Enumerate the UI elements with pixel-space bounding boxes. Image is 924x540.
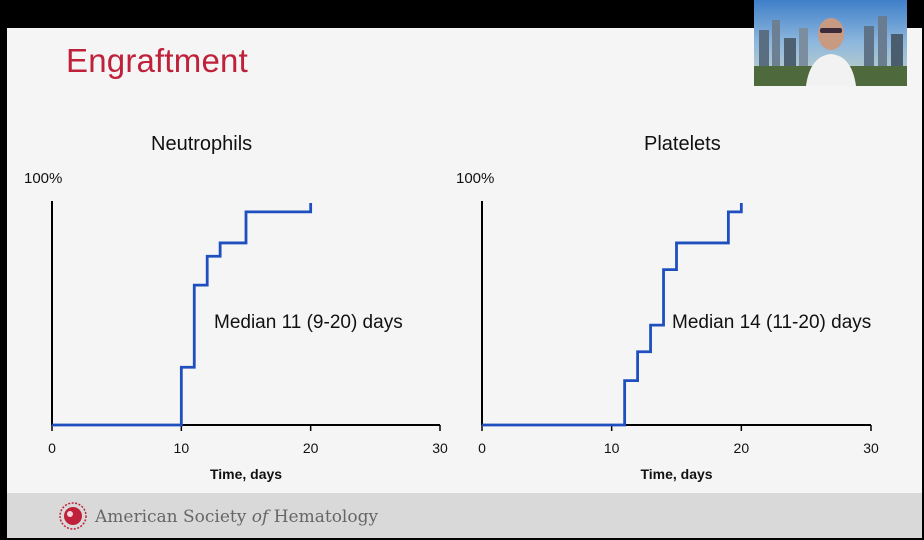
x-tick-label: 10 [174,440,190,456]
x-axis-label: Time, days [210,466,282,482]
ash-logo-icon [59,502,87,530]
series-step-line [482,203,743,427]
x-tick-label: 20 [303,440,319,456]
x-tick-label: 0 [48,440,56,456]
y-top-label-platelets: 100% [456,170,495,187]
chart-title-neutrophils: Neutrophils [151,133,253,155]
y-top-label-neutrophils: 100% [24,170,63,187]
webcam-video-feed [754,0,907,86]
series-step-line [52,203,313,427]
footer-org-name: American Society of Hematology [95,507,379,527]
x-tick-label: 30 [432,440,448,456]
slide-title: Engraftment [66,42,248,79]
x-tick-label: 0 [478,440,486,456]
slide-area [7,28,922,538]
x-axis-label: Time, days [640,466,712,482]
median-annotation: Median 11 (9-20) days [214,312,403,333]
x-tick-label: 10 [604,440,620,456]
median-annotation: Median 14 (11-20) days [672,312,871,333]
x-tick-label: 20 [734,440,750,456]
chart-title-platelets: Platelets [644,133,721,155]
footer-bar [7,493,922,538]
x-tick-label: 30 [863,440,879,456]
